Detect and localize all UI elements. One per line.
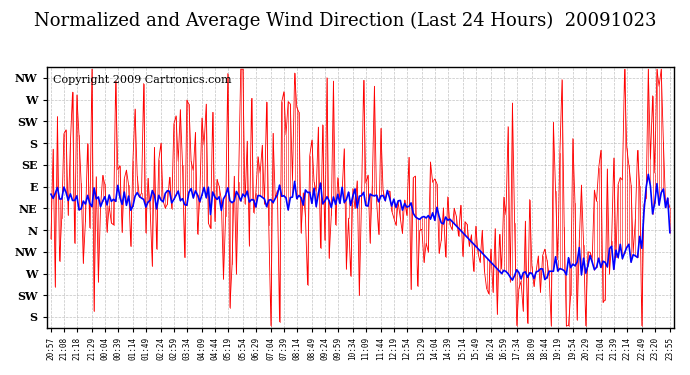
Text: Copyright 2009 Cartronics.com: Copyright 2009 Cartronics.com <box>53 75 232 85</box>
Text: Normalized and Average Wind Direction (Last 24 Hours)  20091023: Normalized and Average Wind Direction (L… <box>34 11 656 30</box>
